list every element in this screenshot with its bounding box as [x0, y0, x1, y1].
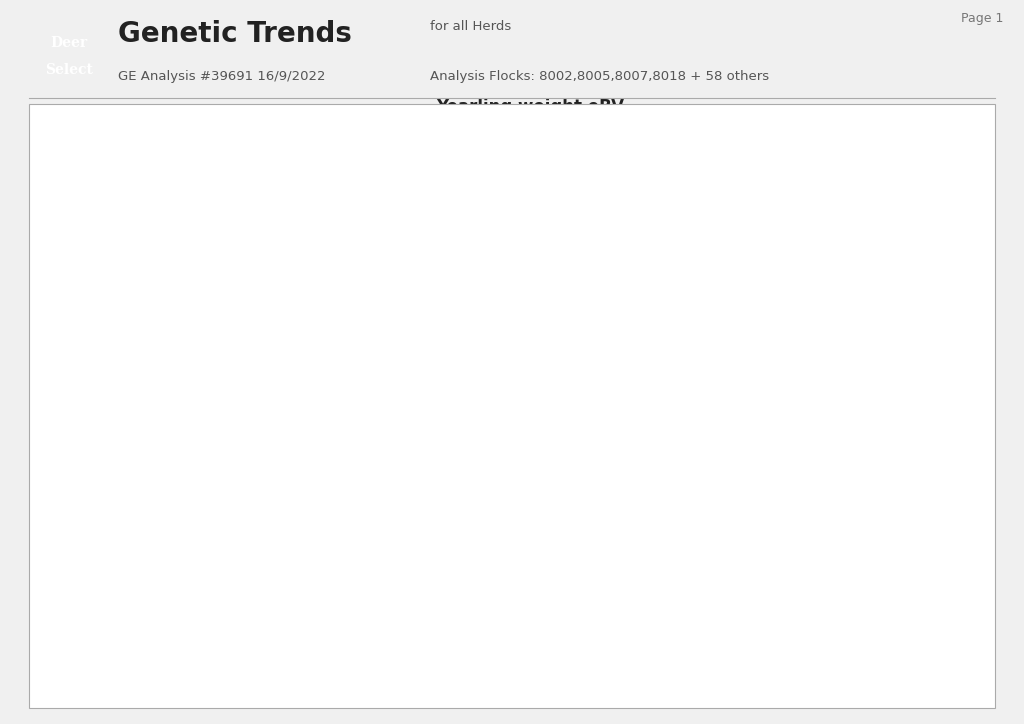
- Text: GE Analysis #39691 16/9/2022: GE Analysis #39691 16/9/2022: [118, 70, 326, 83]
- X-axis label: YEAR: YEAR: [508, 687, 552, 702]
- Text: for all Herds: for all Herds: [430, 20, 511, 33]
- Text: Analysis Flocks: 8002,8005,8007,8018 + 58 others: Analysis Flocks: 8002,8005,8007,8018 + 5…: [430, 70, 769, 83]
- Title: Yearling weight eBV: Yearling weight eBV: [436, 98, 624, 116]
- Text: Select: Select: [45, 63, 93, 77]
- Text: Genetic Trends: Genetic Trends: [118, 20, 351, 49]
- Text: Page 1: Page 1: [962, 12, 1004, 25]
- Y-axis label: W12eBV (kg): W12eBV (kg): [59, 337, 73, 428]
- Text: Deer: Deer: [50, 36, 88, 50]
